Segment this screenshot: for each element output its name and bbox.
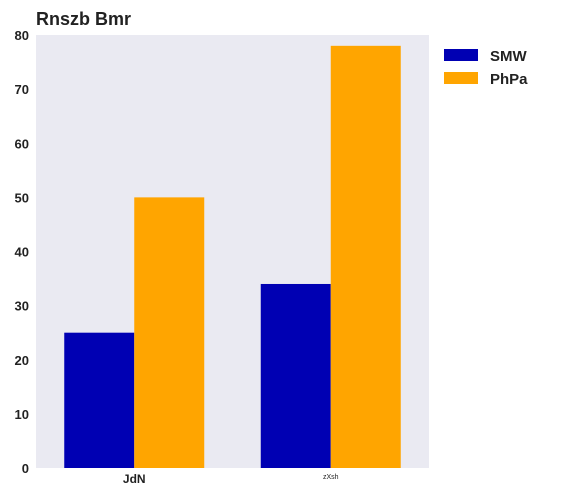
- y-tick-label: 50: [15, 190, 29, 205]
- bar-phpa-jdn: [134, 197, 205, 468]
- y-tick-label: 20: [15, 353, 29, 368]
- bar-smw-zxsh: [260, 283, 331, 468]
- y-tick-label: 60: [15, 136, 29, 151]
- x-axis-ticks: JdN zXsh: [123, 472, 339, 486]
- bar-smw-jdn: [64, 332, 135, 468]
- y-tick-label: 30: [15, 299, 29, 314]
- legend-swatch-phpa: [444, 72, 478, 84]
- legend-swatch-smw: [444, 49, 478, 61]
- x-tick-label-zxsh: zXsh: [323, 474, 339, 481]
- bar-phpa-zxsh: [330, 45, 401, 468]
- y-tick-label: 40: [15, 245, 29, 260]
- y-axis-ticks: 0 10 20 30 40 50 60 70 80: [15, 28, 29, 476]
- legend-label-smw: SMW: [490, 48, 528, 65]
- y-tick-label: 0: [22, 461, 29, 476]
- legend-label-phpa: PhPa: [490, 71, 528, 88]
- y-tick-label: 80: [15, 28, 29, 43]
- y-tick-label: 10: [15, 407, 29, 422]
- y-tick-label: 70: [15, 82, 29, 97]
- bars-group: [64, 45, 401, 468]
- chart-title: Rnszb Bmr: [36, 9, 131, 29]
- x-tick-label-jdn: JdN: [123, 472, 146, 486]
- legend: SMW PhPa: [444, 48, 528, 88]
